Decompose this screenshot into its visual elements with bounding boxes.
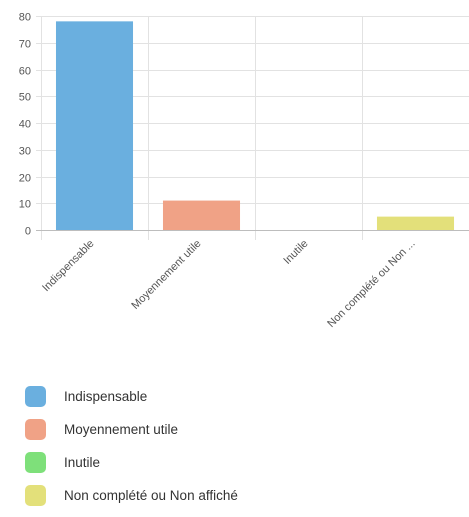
- x-tick-labels: Indispensable Moyennement utile Inutile Non…: [40, 238, 417, 330]
- bar-1: [55, 21, 134, 230]
- bar-4: [376, 216, 455, 230]
- legend-swatch-indispensable: [25, 385, 46, 407]
- legend-label: Moyennement utile: [64, 421, 179, 437]
- y-tick-label: 40: [19, 119, 31, 131]
- y-tick-label: 50: [19, 92, 31, 104]
- legend-item-indispensable[interactable]: Indispensable: [25, 385, 238, 407]
- legend-swatch-inutile: [25, 451, 46, 473]
- bar-chart: 0 10 20 30 40 50 60 70 80 Indispensable Moyenneme…: [19, 12, 469, 330]
- y-tick-labels: 0 10 20 30 40 50 60 70 80: [19, 12, 31, 238]
- x-tick-label: Non complété ou Non ...: [325, 238, 417, 330]
- legend-label: Indispensable: [64, 388, 148, 404]
- chart-bars: [55, 21, 455, 230]
- y-tick-label: 0: [25, 226, 31, 238]
- legend-swatch-non-complete: [25, 484, 46, 506]
- y-tick-label: 70: [19, 39, 31, 51]
- legend-item-moyennement-utile[interactable]: Moyennement utile: [25, 418, 238, 440]
- x-tick-label: Inutile: [281, 238, 310, 267]
- y-tick-label: 30: [19, 146, 31, 158]
- bar-2: [162, 200, 241, 230]
- y-tick-label: 20: [19, 173, 31, 185]
- y-tick-label: 10: [19, 199, 31, 211]
- x-tick-label: Moyennement utile: [129, 238, 203, 312]
- legend-swatch-moyennement-utile: [25, 418, 46, 440]
- legend-label: Inutile: [64, 454, 101, 470]
- legend-item-inutile[interactable]: Inutile: [25, 451, 238, 473]
- chart-legend: Indispensable Moyennement utile Inutile …: [25, 385, 238, 517]
- y-tick-label: 80: [19, 12, 31, 24]
- legend-item-non-complete[interactable]: Non complété ou Non affiché: [25, 484, 238, 506]
- legend-label: Non complété ou Non affiché: [64, 487, 238, 503]
- x-tick-label: Indispensable: [40, 238, 96, 294]
- y-tick-label: 60: [19, 66, 31, 78]
